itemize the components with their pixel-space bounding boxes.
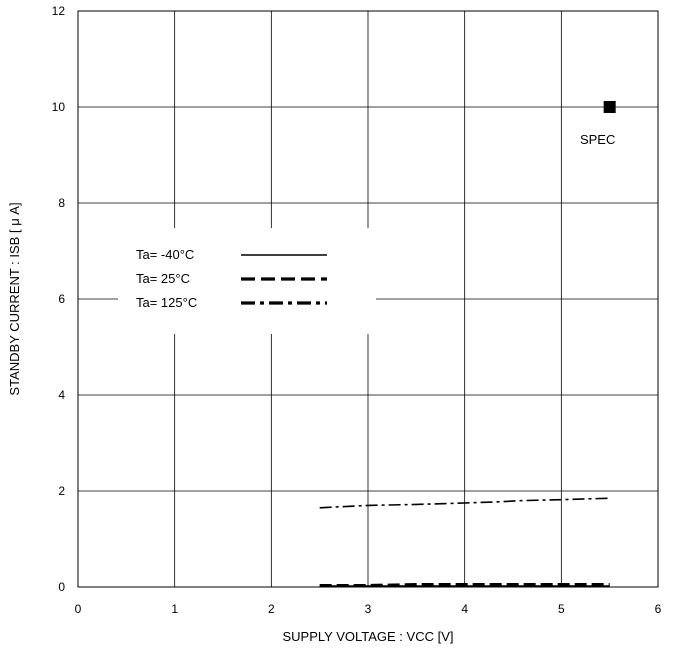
grid-lines [78,11,658,587]
x-tick-label: 3 [365,602,372,616]
x-tick-label: 5 [558,602,565,616]
y-axis-label: STANDBY CURRENT : ISB [ μ A] [7,202,22,395]
legend-label: Ta= -40°C [136,247,194,262]
legend: Ta= -40°C Ta= 25°C Ta= 125°C [118,228,376,334]
series-line-2 [319,497,610,509]
x-tick-label: 6 [655,602,662,616]
x-tick-label: 1 [171,602,178,616]
annotations: SPEC [580,101,616,147]
x-tick-label: 0 [75,602,82,616]
y-tick-label: 0 [58,580,65,594]
x-tick-label: 4 [461,602,468,616]
y-tick-label: 10 [52,100,66,114]
series-line-1 [319,582,610,588]
legend-label: Ta= 125°C [136,295,197,310]
legend-label: Ta= 25°C [136,271,190,286]
y-tick-label: 6 [58,292,65,306]
x-axis-label: SUPPLY VOLTAGE : VCC [V] [283,629,454,644]
series-layer [319,497,610,588]
spec-marker [603,101,616,113]
legend-box [118,228,376,334]
x-tick-labels: 0 1 2 3 4 5 6 [75,602,662,616]
x-tick-label: 2 [268,602,275,616]
y-tick-label: 2 [58,484,65,498]
y-tick-label: 4 [58,388,65,402]
y-tick-label: 12 [52,4,66,18]
spec-label: SPEC [580,132,615,147]
plot-frame [77,10,659,588]
y-tick-labels: 0 2 4 6 8 10 12 [52,4,66,594]
y-tick-label: 8 [58,196,65,210]
